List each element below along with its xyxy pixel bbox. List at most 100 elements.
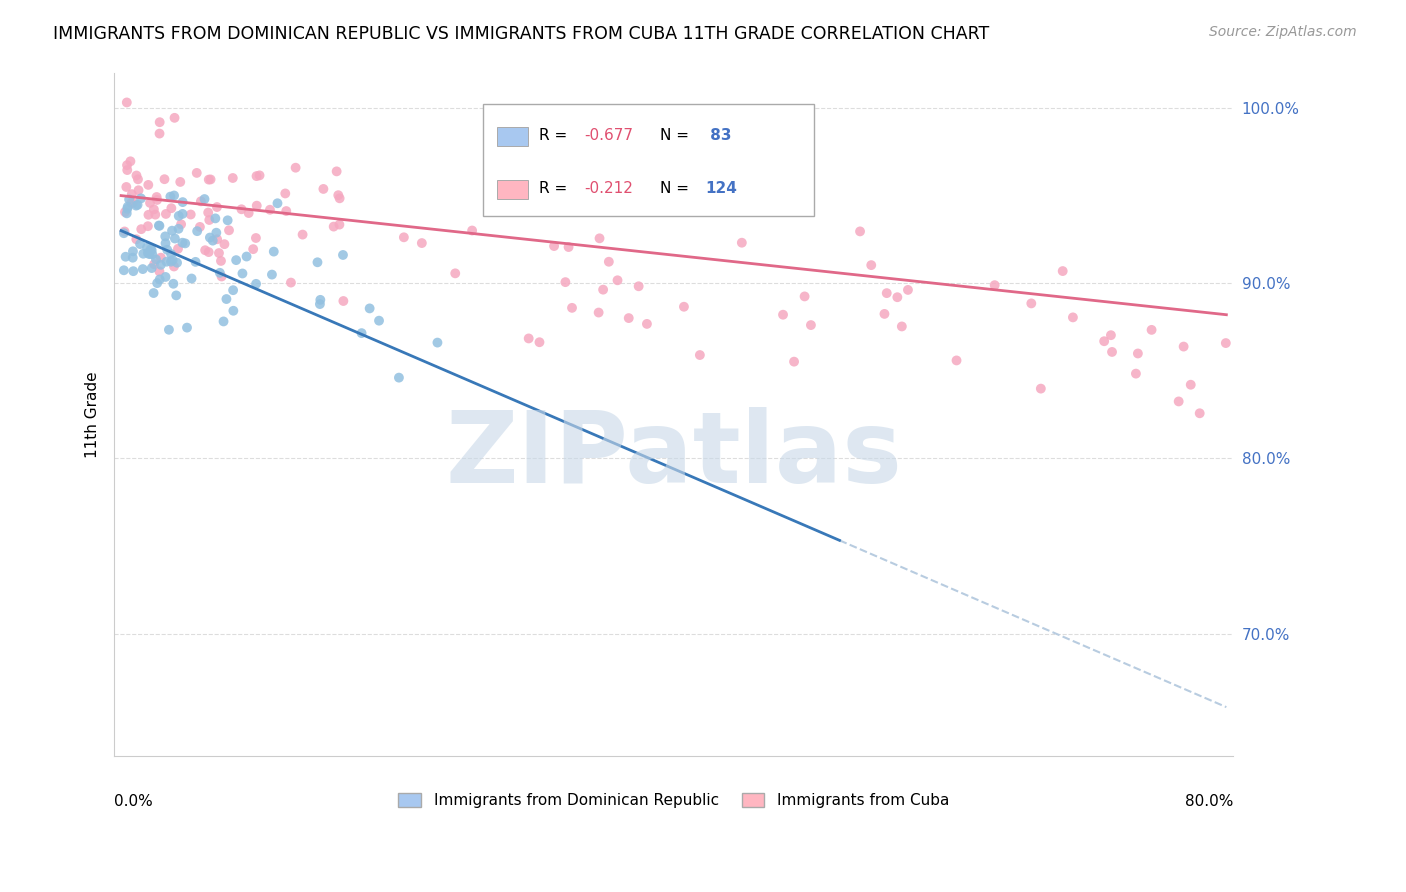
Point bbox=[260, 268, 283, 282]
Point bbox=[167, 209, 190, 223]
Point bbox=[166, 256, 188, 270]
Text: ZIPatlas: ZIPatlas bbox=[446, 407, 903, 504]
Point bbox=[149, 258, 172, 272]
Point bbox=[115, 206, 138, 220]
Point bbox=[205, 232, 228, 246]
Point bbox=[155, 269, 177, 284]
Point bbox=[245, 169, 267, 183]
Point bbox=[160, 201, 183, 215]
Point bbox=[945, 353, 967, 368]
Point bbox=[1099, 328, 1122, 343]
Point bbox=[117, 200, 139, 214]
Point bbox=[205, 200, 228, 214]
Point bbox=[426, 335, 449, 350]
Point bbox=[159, 189, 181, 203]
Text: R =: R = bbox=[540, 181, 572, 196]
Point bbox=[143, 208, 166, 222]
Point bbox=[1029, 382, 1052, 396]
Point bbox=[149, 115, 172, 129]
Point bbox=[772, 308, 794, 322]
Point bbox=[155, 229, 177, 244]
Point bbox=[890, 319, 912, 334]
Point bbox=[115, 180, 138, 194]
Point bbox=[138, 208, 160, 222]
Point bbox=[162, 253, 184, 268]
Point bbox=[163, 231, 186, 245]
Text: 83: 83 bbox=[704, 128, 731, 144]
Point bbox=[136, 241, 159, 255]
Point bbox=[112, 226, 135, 240]
Point bbox=[197, 245, 219, 260]
Point bbox=[328, 188, 350, 202]
Text: -0.677: -0.677 bbox=[585, 128, 633, 144]
Point bbox=[461, 223, 484, 237]
Point bbox=[197, 205, 219, 219]
Point bbox=[165, 288, 187, 302]
Point bbox=[146, 193, 169, 207]
Point bbox=[157, 323, 180, 337]
Point bbox=[120, 154, 142, 169]
Point bbox=[167, 242, 190, 256]
Point bbox=[163, 260, 186, 274]
Point bbox=[263, 244, 285, 259]
Point bbox=[129, 222, 152, 236]
Point bbox=[245, 231, 267, 245]
Point bbox=[208, 266, 231, 280]
Point bbox=[309, 297, 332, 311]
Point bbox=[783, 354, 806, 368]
Point bbox=[246, 199, 269, 213]
Point bbox=[201, 234, 224, 248]
Point bbox=[598, 254, 620, 268]
Text: 0.0%: 0.0% bbox=[114, 794, 153, 809]
Point bbox=[368, 313, 391, 327]
Bar bbox=[496, 179, 529, 199]
Point bbox=[231, 202, 253, 217]
Point bbox=[169, 175, 191, 189]
Point bbox=[266, 196, 288, 211]
Point bbox=[245, 277, 267, 291]
Point bbox=[561, 301, 583, 315]
Point bbox=[636, 317, 658, 331]
Point bbox=[205, 226, 228, 240]
Point bbox=[127, 172, 149, 186]
Point bbox=[186, 166, 208, 180]
Point bbox=[873, 307, 896, 321]
Point bbox=[160, 254, 183, 268]
Point bbox=[170, 217, 193, 231]
Point bbox=[392, 230, 415, 244]
Point bbox=[627, 279, 650, 293]
Point bbox=[114, 224, 136, 238]
Point bbox=[672, 300, 695, 314]
Point bbox=[115, 158, 138, 172]
Point bbox=[215, 292, 238, 306]
Text: IMMIGRANTS FROM DOMINICAN REPUBLIC VS IMMIGRANTS FROM CUBA 11TH GRADE CORRELATIO: IMMIGRANTS FROM DOMINICAN REPUBLIC VS IM… bbox=[53, 25, 990, 43]
Point bbox=[143, 257, 166, 271]
Point bbox=[121, 251, 143, 265]
Point bbox=[174, 236, 197, 251]
Point bbox=[249, 169, 271, 183]
Point bbox=[242, 242, 264, 256]
Point bbox=[1092, 334, 1115, 349]
Point bbox=[222, 283, 245, 297]
Point bbox=[876, 286, 898, 301]
Point bbox=[141, 261, 163, 276]
Point bbox=[180, 207, 202, 221]
Point bbox=[125, 169, 148, 183]
Point bbox=[136, 246, 159, 260]
Point bbox=[1101, 345, 1123, 359]
Point bbox=[1140, 323, 1163, 337]
Point bbox=[120, 195, 142, 210]
Point bbox=[1215, 336, 1237, 351]
Point bbox=[276, 204, 298, 219]
Point bbox=[149, 251, 172, 265]
Text: R =: R = bbox=[540, 128, 572, 144]
Point bbox=[145, 190, 167, 204]
Point bbox=[897, 283, 920, 297]
Point bbox=[231, 267, 253, 281]
Text: 124: 124 bbox=[704, 181, 737, 196]
Point bbox=[689, 348, 711, 362]
Text: -0.212: -0.212 bbox=[585, 181, 633, 196]
Point bbox=[122, 195, 145, 210]
Point bbox=[188, 219, 211, 234]
Point bbox=[149, 272, 172, 286]
